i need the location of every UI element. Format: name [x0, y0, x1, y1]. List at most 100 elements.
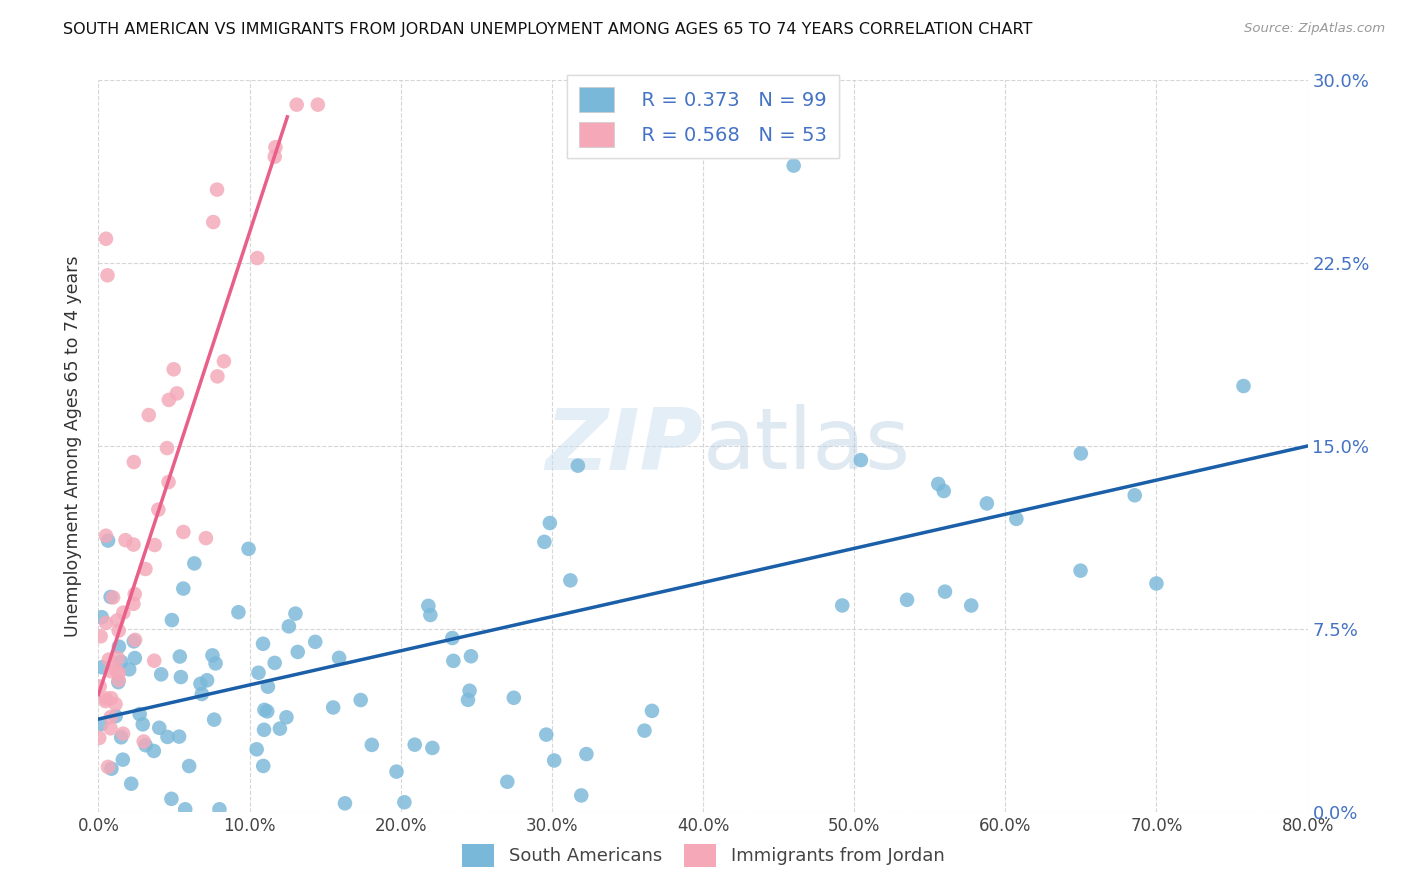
Point	[932, 483, 955, 498]
Point	[107, 675, 129, 690]
Point	[307, 97, 329, 112]
Point	[174, 802, 197, 816]
Point	[97, 533, 120, 548]
Point	[183, 557, 205, 571]
Point	[170, 670, 193, 684]
Point	[110, 655, 132, 669]
Point	[122, 537, 145, 551]
Point	[89, 731, 111, 745]
Point	[1232, 379, 1254, 393]
Point	[208, 802, 231, 816]
Point	[252, 759, 274, 773]
Point	[132, 734, 155, 748]
Point	[404, 738, 426, 752]
Point	[160, 792, 183, 806]
Point	[195, 673, 218, 688]
Point	[207, 369, 229, 384]
Point	[94, 691, 117, 706]
Point	[169, 649, 191, 664]
Point	[322, 700, 344, 714]
Point	[536, 728, 558, 742]
Point	[179, 759, 201, 773]
Point	[385, 764, 408, 779]
Point	[633, 723, 655, 738]
Point	[247, 665, 270, 680]
Point	[246, 251, 269, 265]
Point	[101, 591, 124, 605]
Point	[194, 531, 217, 545]
Point	[190, 677, 212, 691]
Point	[114, 533, 136, 548]
Legend: South Americans, Immigrants from Jordan: South Americans, Immigrants from Jordan	[454, 837, 952, 874]
Point	[538, 516, 561, 530]
Point	[112, 726, 135, 740]
Point	[253, 723, 276, 737]
Point	[160, 613, 183, 627]
Point	[132, 717, 155, 731]
Point	[157, 475, 180, 489]
Point	[350, 693, 373, 707]
Point	[419, 607, 441, 622]
Point	[90, 610, 112, 624]
Point	[97, 760, 120, 774]
Point	[205, 183, 228, 197]
Point	[1070, 446, 1092, 460]
Text: ZIP: ZIP	[546, 404, 703, 488]
Point	[263, 150, 285, 164]
Point	[134, 562, 156, 576]
Point	[110, 731, 132, 745]
Point	[441, 654, 464, 668]
Point	[143, 538, 166, 552]
Point	[122, 597, 145, 611]
Point	[100, 721, 122, 735]
Point	[284, 607, 307, 621]
Point	[441, 631, 464, 645]
Point	[124, 632, 146, 647]
Point	[150, 667, 173, 681]
Point	[460, 649, 482, 664]
Point	[90, 660, 112, 674]
Point	[201, 648, 224, 663]
Point	[172, 582, 194, 596]
Point	[212, 354, 235, 368]
Point	[148, 502, 170, 516]
Point	[138, 408, 160, 422]
Point	[191, 687, 214, 701]
Point	[202, 713, 225, 727]
Point	[90, 717, 112, 731]
Point	[238, 541, 260, 556]
Point	[157, 392, 180, 407]
Text: SOUTH AMERICAN VS IMMIGRANTS FROM JORDAN UNEMPLOYMENT AMONG AGES 65 TO 74 YEARS : SOUTH AMERICAN VS IMMIGRANTS FROM JORDAN…	[63, 22, 1032, 37]
Point	[94, 694, 117, 708]
Point	[100, 590, 122, 604]
Point	[120, 777, 142, 791]
Point	[94, 615, 117, 630]
Point	[111, 753, 134, 767]
Point	[252, 637, 274, 651]
Point	[783, 159, 806, 173]
Point	[204, 657, 226, 671]
Point	[896, 592, 918, 607]
Point	[304, 635, 326, 649]
Point	[107, 651, 129, 665]
Point	[1070, 564, 1092, 578]
Point	[246, 742, 269, 756]
Point	[543, 754, 565, 768]
Point	[122, 634, 145, 648]
Point	[128, 707, 150, 722]
Point	[976, 496, 998, 510]
Point	[135, 738, 157, 752]
Point	[100, 665, 122, 679]
Point	[394, 795, 416, 809]
Point	[257, 680, 280, 694]
Point	[143, 654, 166, 668]
Point	[94, 232, 117, 246]
Point	[849, 453, 872, 467]
Point	[256, 705, 278, 719]
Point	[90, 629, 112, 643]
Point	[269, 722, 291, 736]
Point	[253, 703, 276, 717]
Point	[166, 386, 188, 401]
Point	[567, 458, 589, 473]
Point	[569, 789, 592, 803]
